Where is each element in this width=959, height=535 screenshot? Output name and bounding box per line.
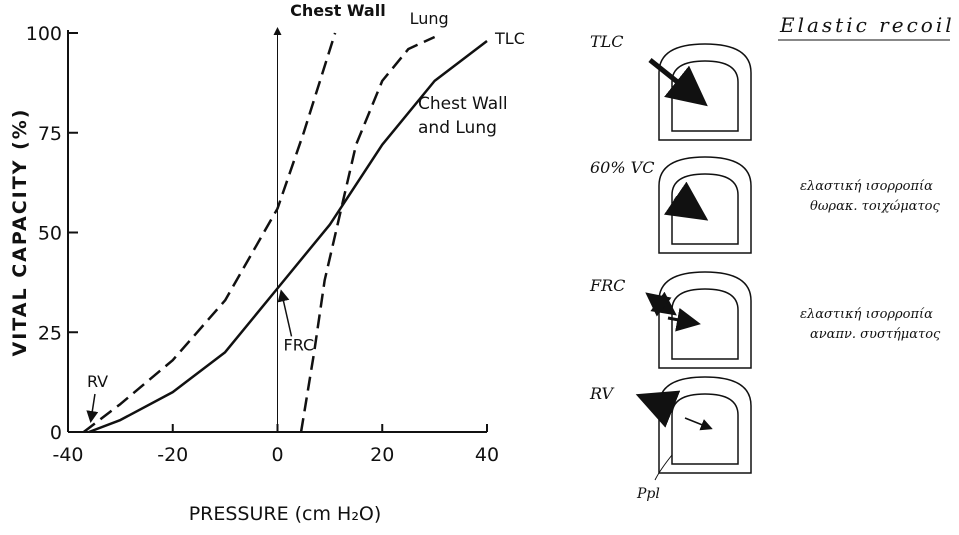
y-tick-label: 100 — [26, 23, 62, 45]
chest-wall — [658, 271, 752, 369]
force-arrow — [663, 181, 709, 221]
force-arrow — [684, 417, 713, 431]
state-label: FRC — [589, 276, 625, 295]
chest-wall — [658, 43, 752, 141]
state-label: RV — [589, 384, 614, 403]
annotation-arrow — [277, 289, 293, 337]
series-label: Lung — [410, 9, 449, 28]
line-series — [299, 35, 436, 433]
chest-wall — [658, 156, 752, 254]
lung — [671, 60, 739, 132]
chest-wall — [658, 376, 752, 474]
lung — [671, 173, 739, 245]
force-arrow — [667, 307, 701, 332]
force-arrow — [635, 390, 681, 428]
x-tick-label: 20 — [370, 444, 394, 466]
x-tick-label: 0 — [271, 444, 283, 466]
series-label: Chest Wall and Lung — [418, 94, 508, 138]
x-tick-label: -40 — [52, 444, 83, 466]
state-label: TLC — [590, 32, 624, 51]
lung — [671, 288, 739, 360]
line-series — [88, 39, 488, 434]
y-tick-label: 50 — [38, 223, 62, 245]
annotation-arrow — [86, 393, 99, 423]
note: αναπν. συστήματος — [810, 327, 941, 342]
force-arrow — [648, 58, 708, 107]
x-tick-label: -20 — [157, 444, 188, 466]
annotation: RV — [87, 372, 108, 391]
line-series — [82, 32, 337, 433]
series-label: Chest Wall — [290, 1, 386, 20]
y-tick-label: 0 — [50, 422, 62, 444]
state-label: 60% VC — [590, 158, 654, 177]
pleural-pointer — [654, 454, 673, 481]
y-tick-label: 25 — [38, 322, 62, 344]
y-tick-label: 75 — [38, 123, 62, 145]
note: ελαστική ισορροπία — [800, 179, 933, 194]
y-axis-label: VITAL CAPACITY (%) — [9, 108, 31, 357]
x-tick-label: 40 — [475, 444, 499, 466]
diagram-title: Elastic recoil — [779, 13, 955, 37]
annotation: TLC — [494, 29, 525, 48]
note: θωρακ. τοιχώματος — [810, 199, 940, 214]
annotation: FRC — [284, 335, 315, 354]
x-axis-label: PRESSURE (cm H₂O) — [189, 503, 382, 525]
pleural-label: Ppl — [636, 486, 660, 502]
note: ελαστική ισορροπία — [800, 307, 933, 322]
lung — [671, 393, 739, 465]
force-arrow — [645, 292, 672, 317]
